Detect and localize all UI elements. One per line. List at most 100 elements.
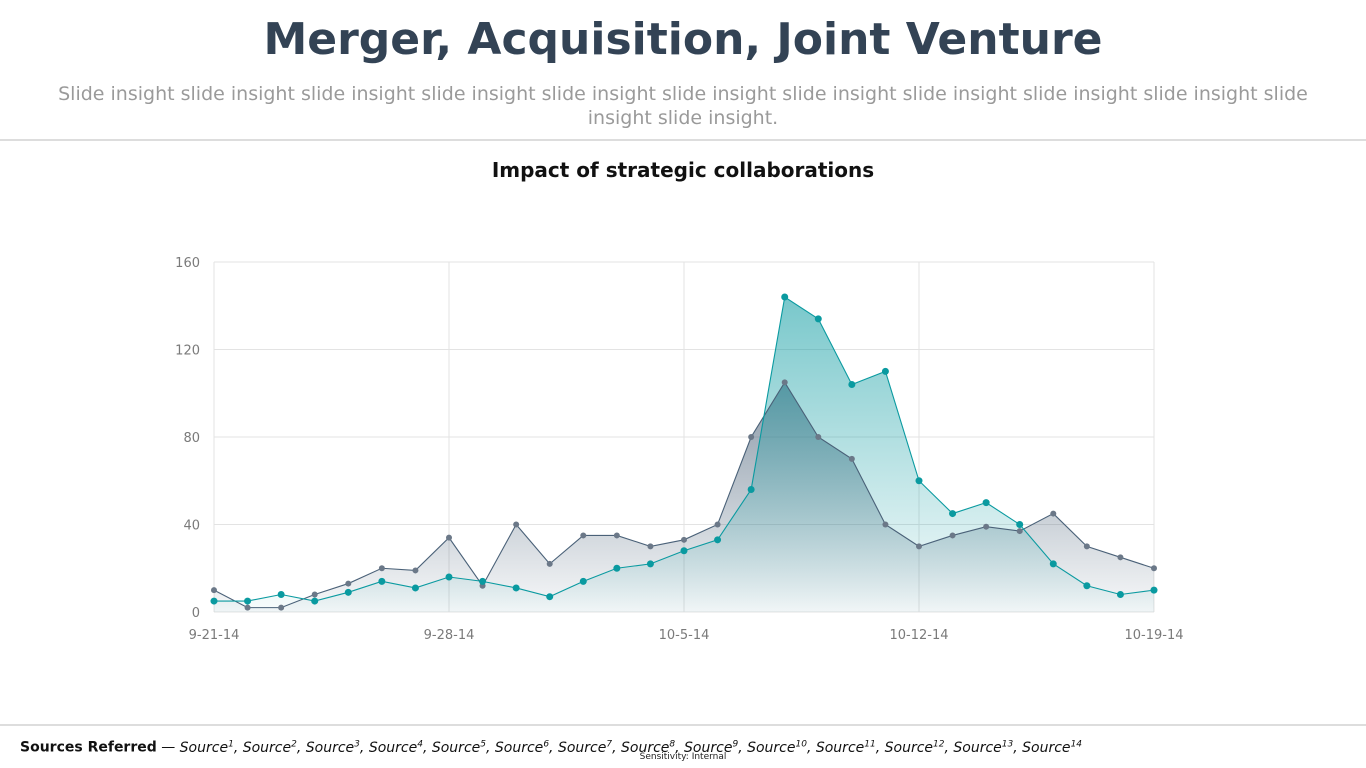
series-2-point: [781, 293, 789, 301]
slide-subtitle: Slide insight slide insight slide insigh…: [58, 83, 1308, 129]
source-item: Source: [431, 739, 481, 756]
series-1-point: [513, 521, 520, 528]
series-2-area: [214, 297, 1154, 612]
x-axis-ticks: 9-21-14 9-28-14 10-5-14 10-12-14 10-19-14: [189, 628, 1184, 643]
x-tick-label: 10-19-14: [1124, 628, 1183, 643]
source-number: 8: [669, 739, 676, 749]
series-1-point: [546, 560, 553, 567]
series-1-point: [714, 521, 721, 528]
sources-footer: Sources Referred — Source1, Source2, Sou…: [20, 739, 1082, 756]
series-1-point: [949, 532, 956, 539]
chart-points: [210, 293, 1158, 611]
series-2-point: [848, 381, 856, 388]
source-number: 4: [417, 739, 423, 749]
series-2-point: [311, 597, 319, 605]
series-2-point: [1016, 521, 1024, 528]
x-tick-label: 10-12-14: [889, 628, 948, 643]
y-axis-ticks: 0 40 80 120 160: [175, 256, 200, 621]
series-2-point: [982, 499, 990, 507]
source-number: 11: [864, 739, 876, 749]
source-number: 3: [354, 739, 360, 749]
y-tick-label: 40: [183, 519, 200, 534]
x-tick-label: 10-5-14: [659, 628, 710, 643]
series-2-point: [210, 597, 218, 605]
slide-title: Merger, Acquisition, Joint Venture: [263, 14, 1103, 65]
series-2-point: [445, 573, 453, 581]
series-2-point: [1116, 591, 1124, 598]
series-2-point: [949, 510, 957, 518]
series-1-point: [412, 567, 419, 574]
series-2-point: [1150, 586, 1158, 594]
y-tick-label: 120: [175, 344, 200, 359]
series-1-point: [311, 591, 318, 598]
source-item: Source: [557, 739, 607, 756]
chart-title: Impact of strategic collaborations: [491, 158, 875, 182]
source-item: Source: [368, 739, 418, 756]
series-2-point: [411, 584, 419, 592]
series-2-point: [881, 367, 889, 375]
series-2-point: [747, 486, 755, 493]
source-number: 14: [1070, 739, 1083, 749]
source-number: 6: [543, 739, 550, 749]
source-number: 12: [933, 739, 945, 749]
series-2-point: [1083, 582, 1091, 590]
series-1-point: [1016, 528, 1023, 535]
area-chart: 0 40 80 120 160 9-21-14 9-28-14 10-5-14 10-12-1…: [175, 256, 1184, 643]
source-number: 10: [795, 739, 807, 749]
source-number: 9: [732, 739, 739, 749]
series-2-point: [244, 597, 252, 605]
series-1-point: [815, 434, 822, 440]
series-2-point: [579, 577, 587, 585]
source-item: Source: [305, 739, 355, 756]
source-item: Source: [242, 739, 292, 756]
source-item: Source: [815, 739, 865, 756]
series-1-point: [1050, 510, 1057, 517]
sensitivity-label: Sensitivity: Internal: [639, 752, 727, 762]
source-item: Source: [621, 739, 670, 756]
source-item: Source: [179, 739, 229, 756]
series-1-point: [345, 580, 352, 587]
source-item: Source: [953, 739, 1002, 756]
series-1-point: [446, 534, 452, 541]
series-1-point: [781, 379, 788, 386]
series-1-point: [211, 587, 217, 594]
chart-areas: [214, 297, 1154, 612]
series-1-point: [983, 523, 990, 530]
series-1-point: [1117, 554, 1124, 561]
series-1-point: [1083, 543, 1090, 550]
series-2-point: [378, 577, 386, 585]
source-item: Source: [747, 739, 796, 756]
series-1-point: [378, 565, 385, 572]
y-tick-label: 160: [175, 256, 200, 271]
series-2-point: [479, 577, 487, 585]
sources-label: Sources Referred: [20, 739, 157, 756]
series-1-point: [848, 455, 855, 462]
source-number: 13: [1001, 739, 1014, 749]
y-tick-label: 80: [183, 431, 200, 446]
series-1-point: [278, 604, 285, 611]
series-1-point: [647, 543, 654, 550]
series-1-point: [244, 604, 251, 611]
series-2-point: [512, 584, 520, 592]
x-tick-label: 9-28-14: [424, 628, 475, 643]
source-item: Source: [884, 739, 934, 756]
x-tick-label: 9-21-14: [189, 628, 240, 643]
bottom-divider: [0, 724, 1366, 726]
series-2-point: [1049, 560, 1057, 568]
series-1-point: [580, 532, 587, 539]
source-item: Source: [684, 739, 733, 756]
top-divider: [0, 139, 1366, 141]
source-item: Source: [1022, 739, 1071, 756]
sources-separator: —: [156, 739, 180, 756]
series-2-point: [613, 564, 621, 572]
sources-list: Source1, Source2, Source3, Source4, Sour…: [179, 739, 1083, 756]
series-2-point: [814, 315, 822, 323]
series-1-point: [882, 521, 889, 528]
series-1-point: [681, 536, 687, 543]
y-tick-label: 0: [192, 606, 200, 621]
source-number: 5: [480, 739, 486, 749]
series-2-point: [646, 560, 654, 568]
source-item: Source: [494, 739, 544, 756]
series-1-point: [916, 543, 922, 550]
source-number: 7: [606, 739, 613, 749]
